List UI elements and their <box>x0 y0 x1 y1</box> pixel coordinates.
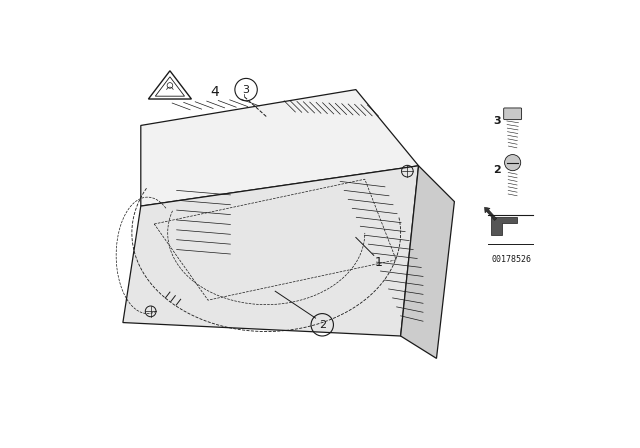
Text: 4: 4 <box>211 85 219 99</box>
Polygon shape <box>123 166 419 336</box>
FancyArrow shape <box>484 207 497 220</box>
Text: 3: 3 <box>493 116 500 126</box>
Text: 2: 2 <box>319 320 326 330</box>
Polygon shape <box>141 90 419 206</box>
Text: 3: 3 <box>243 85 250 95</box>
Text: 2: 2 <box>493 165 501 175</box>
Text: 00178526: 00178526 <box>492 255 532 264</box>
Polygon shape <box>491 217 517 235</box>
FancyBboxPatch shape <box>504 108 522 120</box>
Polygon shape <box>401 166 454 358</box>
Text: 1: 1 <box>374 255 382 269</box>
Circle shape <box>504 155 521 171</box>
